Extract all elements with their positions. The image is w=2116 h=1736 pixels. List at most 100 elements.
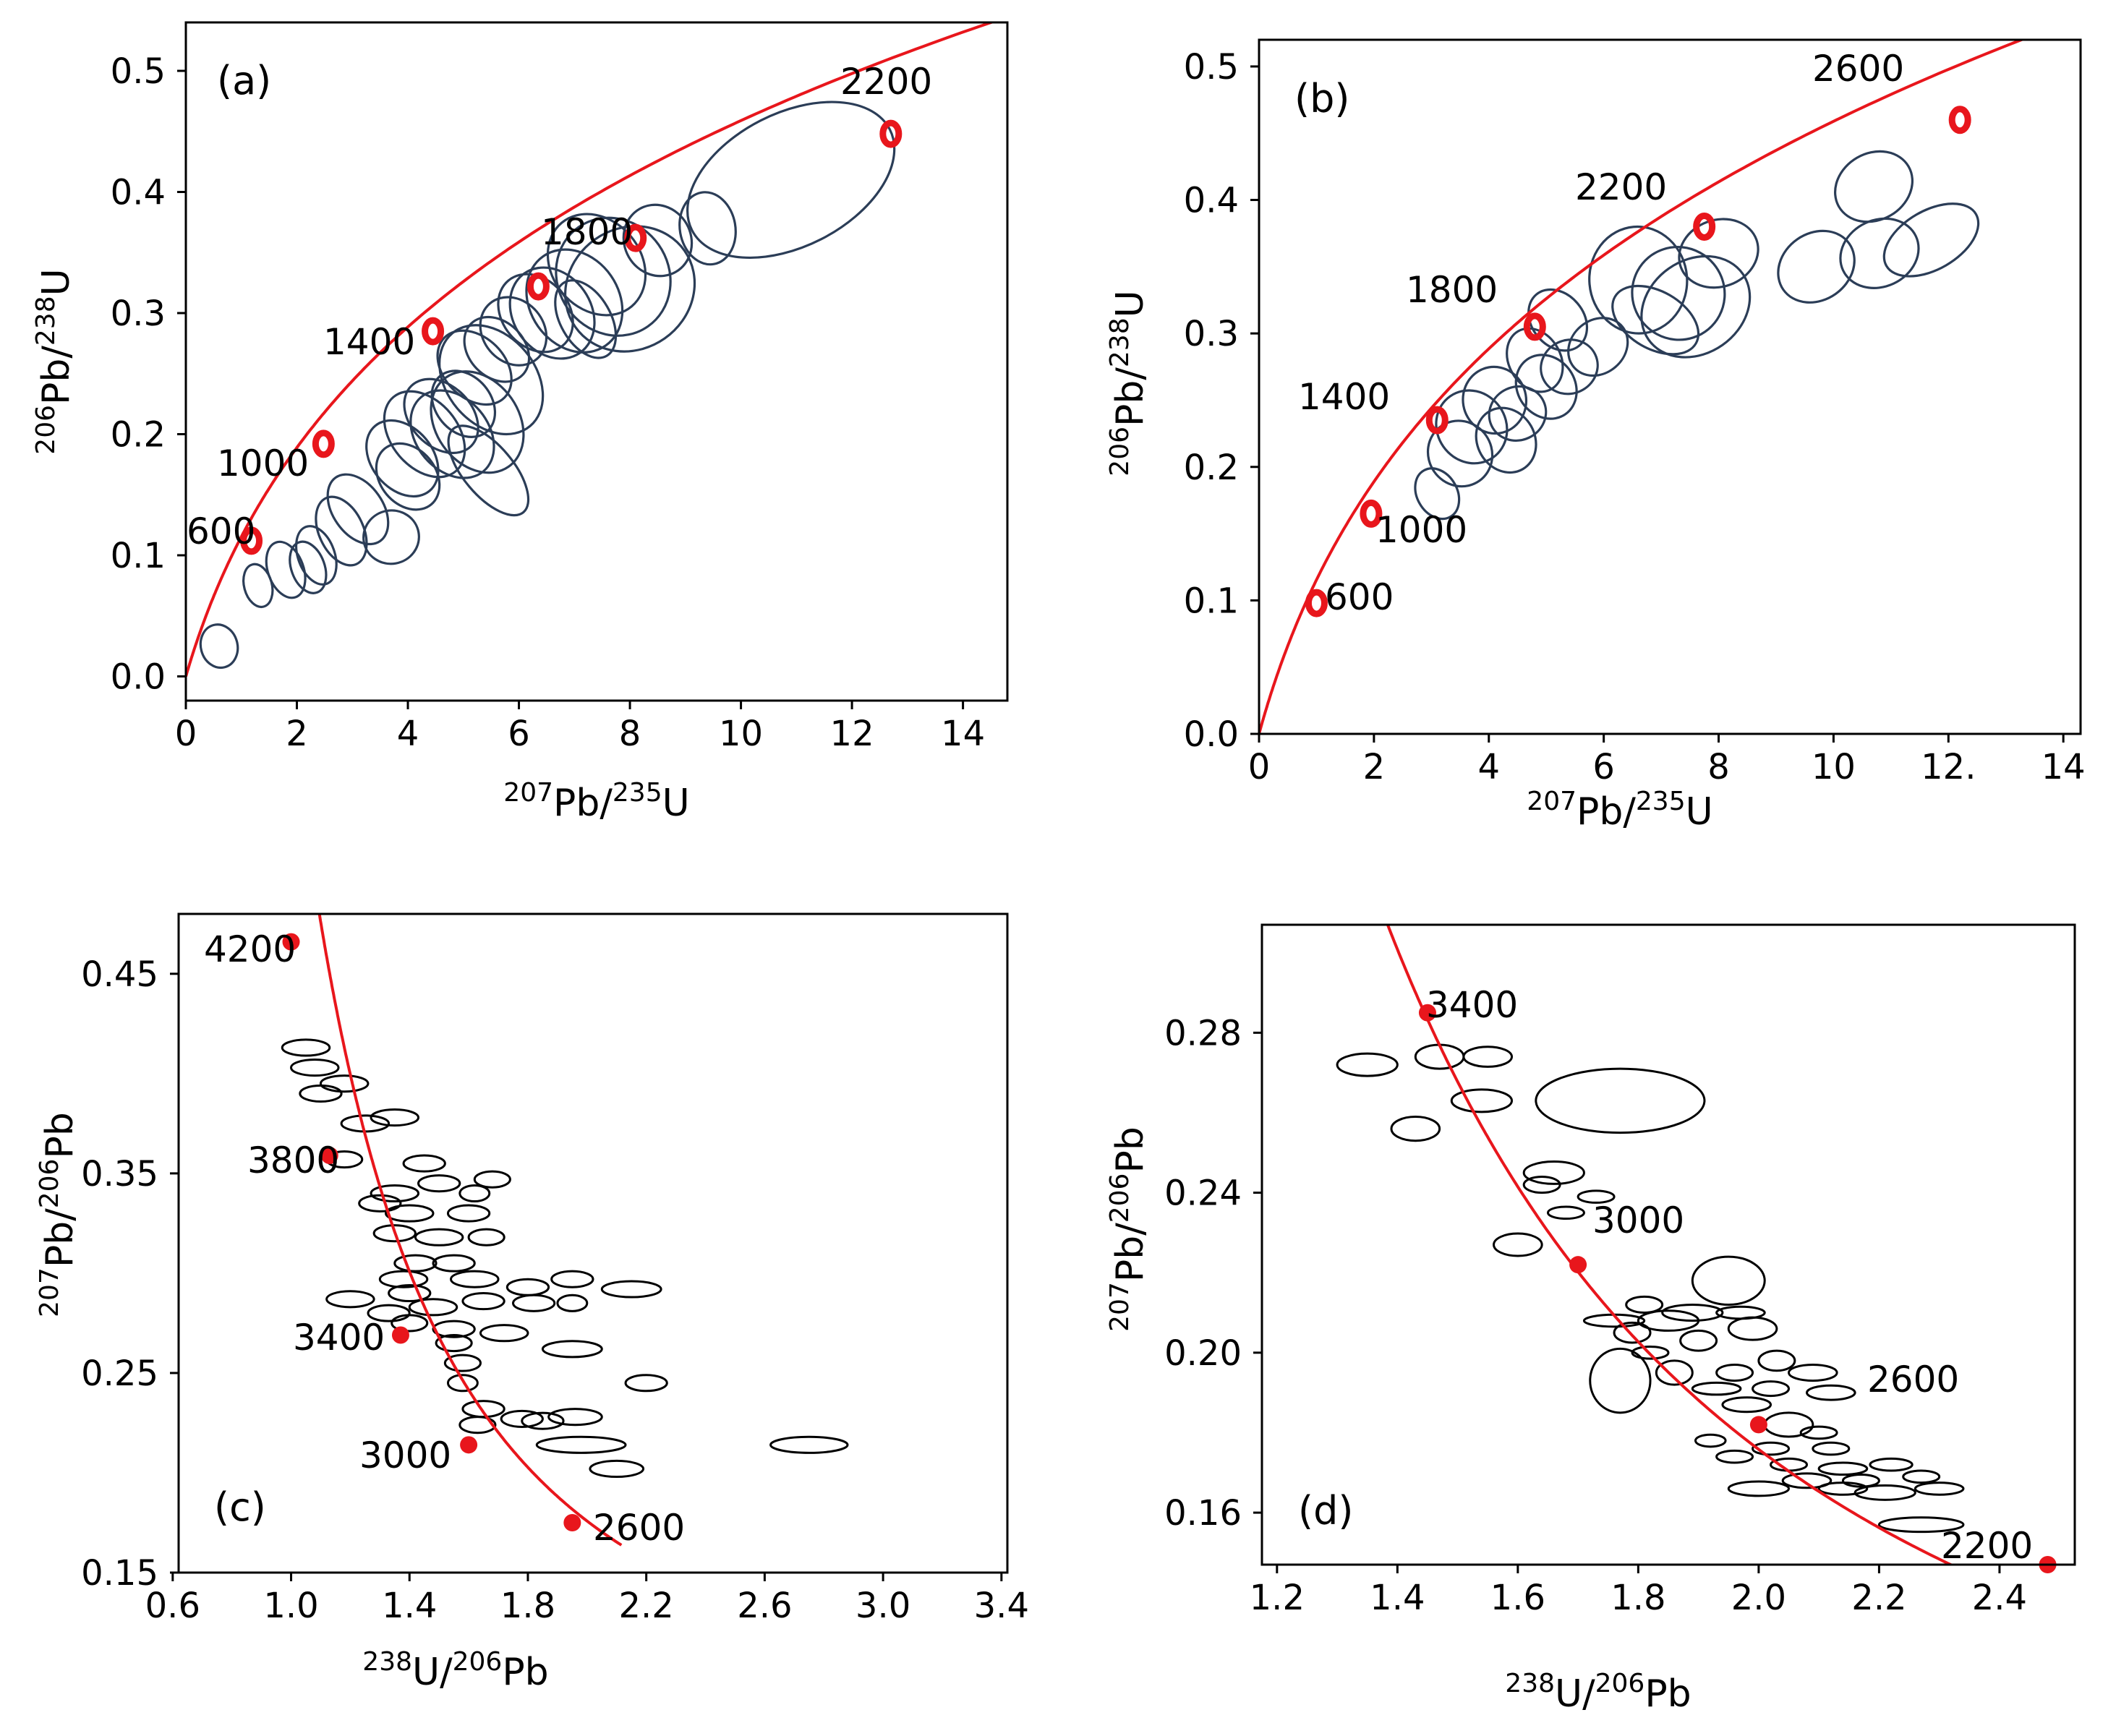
plot-area-d <box>1336 925 2057 1573</box>
age-label-a-1400: 1400 <box>323 321 415 363</box>
y-tick-label-a-3: 0.3 <box>111 294 166 334</box>
error-ellipse-b-10 <box>1567 317 1629 377</box>
error-ellipse-a-29 <box>686 101 896 260</box>
x-tick-label-c-5: 2.6 <box>737 1586 792 1626</box>
error-ellipse-c-31 <box>556 1294 589 1312</box>
x-axis-label-c: 238U/206Pb <box>362 1647 548 1694</box>
age-marker-c-3400 <box>391 1326 409 1344</box>
error-ellipse-a-2 <box>265 540 307 599</box>
error-ellipse-b-18 <box>1839 217 1920 289</box>
error-ellipse-d-21 <box>1589 1347 1652 1414</box>
x-tick-label-c-2: 1.4 <box>382 1586 437 1626</box>
reference-curve-a <box>186 22 996 677</box>
error-ellipse-c-16 <box>414 1228 464 1247</box>
y-tick-label-a-5: 0.5 <box>111 51 166 92</box>
age-label-c-3800: 3800 <box>247 1139 339 1181</box>
age-label-b-600: 600 <box>1325 576 1394 618</box>
error-ellipse-d-39 <box>1781 1472 1833 1489</box>
age-marker-b-600-0 <box>1305 589 1328 617</box>
age-label-a-1000: 1000 <box>217 442 309 484</box>
age-label-c-4200: 4200 <box>204 928 296 970</box>
error-ellipse-d-30 <box>1763 1411 1814 1438</box>
error-ellipse-c-29 <box>461 1292 505 1311</box>
age-labels-a: 600 1000 1400 1800 2200 <box>187 61 932 552</box>
error-ellipse-d-34 <box>1812 1441 1851 1456</box>
error-ellipse-c-47 <box>769 1435 849 1454</box>
age-labels-c: 4200 3800 3400 3000 2600 <box>204 928 685 1549</box>
error-ellipse-d-3 <box>1450 1088 1514 1113</box>
error-ellipse-b-8 <box>1540 338 1599 395</box>
error-ellipse-c-41 <box>500 1409 544 1428</box>
error-ellipse-a-5 <box>315 495 368 567</box>
error-ellipse-c-5 <box>370 1108 420 1127</box>
ticks-a: 0 2 4 6 8 10 12 14 0.0 0.1 0.2 0.3 0.4 0.5 <box>111 51 985 754</box>
y-tick-label-c-2: 0.35 <box>81 1154 158 1194</box>
error-ellipse-d-42 <box>1727 1480 1791 1497</box>
age-label-a-1800: 1800 <box>541 211 633 253</box>
age-marker-a-1400-2 <box>422 317 445 346</box>
y-tick-label-a-4: 0.4 <box>111 173 166 213</box>
age-label-a-600: 600 <box>187 510 255 552</box>
x-tick-label-b-2: 4 <box>1477 747 1500 787</box>
age-marker-c-3000 <box>460 1436 478 1454</box>
error-ellipse-b-11 <box>1588 225 1689 335</box>
error-ellipse-d-36 <box>1770 1457 1808 1472</box>
age-label-d-3000: 3000 <box>1592 1200 1684 1241</box>
error-ellipse-d-7 <box>1522 1175 1561 1194</box>
age-label-b-1800: 1800 <box>1406 269 1498 311</box>
x-tick-label-c-7: 3.4 <box>974 1586 1029 1626</box>
x-tick-label-b-3: 6 <box>1592 747 1615 787</box>
age-marker-d-3400 <box>1418 1004 1436 1022</box>
age-marker-d-2600 <box>1749 1416 1767 1434</box>
error-ellipse-b-3 <box>1462 365 1528 435</box>
error-ellipse-d-33 <box>1752 1441 1791 1456</box>
age-marker-b-2200-4 <box>1693 212 1716 241</box>
error-ellipse-c-26 <box>325 1290 375 1309</box>
error-ellipse-d-20 <box>1631 1346 1670 1360</box>
error-ellipse-d-43 <box>1817 1481 1869 1496</box>
error-ellipse-c-1 <box>290 1059 340 1077</box>
plot-frame-a <box>184 21 1009 702</box>
x-tick-label-a-1: 2 <box>286 714 308 754</box>
age-marker-a-600-0 <box>240 526 263 555</box>
age-label-c-3000: 3000 <box>359 1434 451 1476</box>
x-tick-label-a-3: 6 <box>508 714 530 754</box>
age-marker-c-2600 <box>563 1513 581 1531</box>
error-ellipse-d-44 <box>1853 1484 1916 1501</box>
error-ellipse-b-0 <box>1414 467 1461 521</box>
error-ellipse-c-46 <box>589 1459 645 1478</box>
error-ellipse-c-0 <box>281 1038 331 1057</box>
x-tick-label-b-5: 10 <box>1812 747 1856 787</box>
error-ellipse-c-44 <box>458 1416 497 1434</box>
y-tick-label-a-2: 0.2 <box>111 415 166 456</box>
age-label-d-2600: 2600 <box>1867 1359 1959 1401</box>
error-ellipse-c-17 <box>467 1228 505 1247</box>
age-label-b-1400: 1400 <box>1298 376 1390 418</box>
error-ellipse-c-8 <box>417 1174 461 1193</box>
error-ellipse-b-17 <box>1834 150 1914 223</box>
error-ellipse-d-4 <box>1535 1067 1706 1134</box>
error-ellipse-c-13 <box>385 1204 435 1223</box>
age-label-a-2200: 2200 <box>840 61 932 103</box>
error-ellipse-d-26 <box>1788 1363 1838 1382</box>
x-tick-label-a-6: 12 <box>830 714 874 754</box>
error-ellipse-d-45 <box>1914 1481 1965 1496</box>
error-ellipse-d-15 <box>1661 1303 1724 1322</box>
x-tick-label-b-6: 12. <box>1921 747 1976 787</box>
error-ellipse-c-37 <box>443 1354 482 1372</box>
error-ellipse-d-10 <box>1493 1232 1543 1257</box>
error-ellipse-c-38 <box>446 1374 479 1393</box>
error-ellipse-d-22 <box>1655 1359 1694 1386</box>
age-label-c-3400: 3400 <box>293 1317 385 1359</box>
error-ellipse-d-8 <box>1577 1189 1616 1204</box>
error-ellipse-c-30 <box>511 1294 556 1312</box>
y-tick-label-d-0: 0.16 <box>1164 1493 1242 1534</box>
y-axis-label-d: 207Pb/206Pb <box>1105 1126 1152 1332</box>
age-marker-c-4200 <box>282 933 300 951</box>
error-ellipse-d-35 <box>1715 1449 1754 1464</box>
x-tick-label-c-4: 2.2 <box>618 1586 673 1626</box>
y-axis-label-c: 207Pb/206Pb <box>35 1112 82 1317</box>
y-tick-label-b-3: 0.3 <box>1184 314 1239 354</box>
age-marker-b-1800-3 <box>1523 312 1546 341</box>
